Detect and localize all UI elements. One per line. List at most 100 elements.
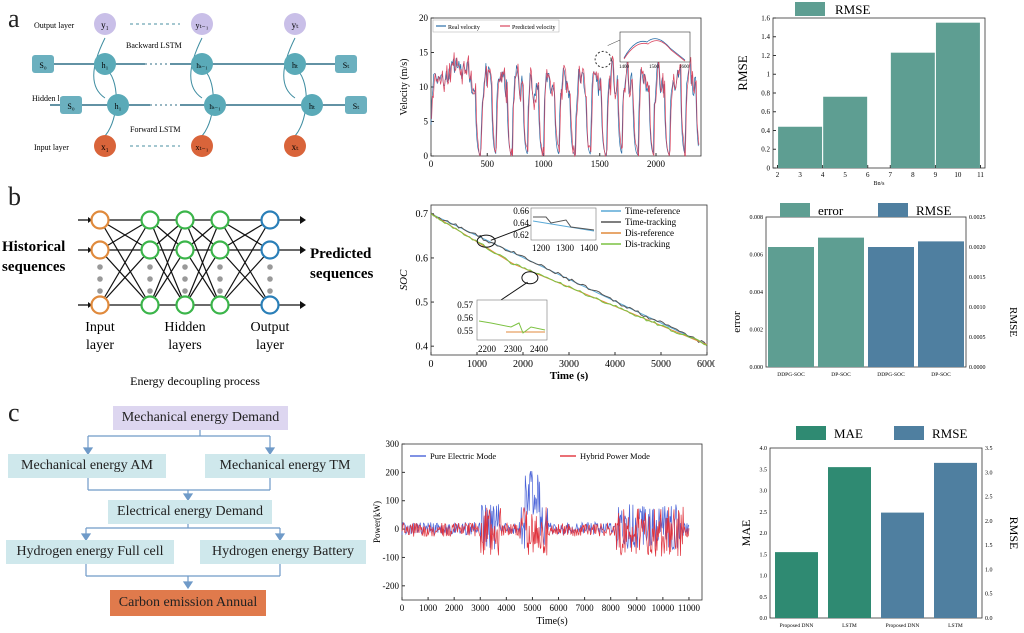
velocity-inset-real — [623, 38, 686, 61]
mae-legend-label: RMSE — [932, 426, 967, 441]
error-x-tick-label: DP-SOC — [931, 372, 951, 378]
soc-y-label: SOC — [398, 269, 410, 290]
velocity-series-predicted — [431, 52, 700, 158]
power-y-label: Power(kW) — [372, 501, 382, 543]
nn-edge — [184, 219, 221, 306]
power-frame — [401, 443, 703, 601]
error-legend-label: error — [818, 203, 844, 218]
mechanical-demand-box: Mechanical energy Demand — [113, 406, 288, 430]
soc-x-tick-label: 0 — [429, 359, 434, 370]
rmse-bp-bar — [890, 52, 935, 168]
error-bar — [768, 247, 814, 367]
power-y-tick-label: 0 — [395, 524, 400, 534]
mae-bar — [881, 512, 924, 618]
power-x-tick-label: 6000 — [550, 603, 569, 613]
mae-rmse-chart: 0.0 0.5 1.0 1.5 2.0 2.5 3.0 3.5 4.0 0.0 0.5 1.0 1.5 2… — [739, 426, 1021, 629]
mae-frame — [769, 447, 983, 619]
carbon-emission-box: Carbon emission Annual — [110, 590, 266, 616]
mae-y2-tick-label: 2.5 — [985, 495, 993, 501]
nn-node — [140, 295, 160, 315]
power-x-tick-label: 8000 — [602, 603, 621, 613]
error-y2-tick-label: 0.0025 — [969, 215, 986, 221]
output-layer-line2: layer — [256, 338, 284, 353]
soc-inset-2-y-tick-label: 0.55 — [457, 326, 473, 336]
velocity-legend — [432, 19, 560, 33]
soc-x-tick-label: 6000 — [697, 359, 715, 370]
soc-zoom-arrow-1 — [490, 224, 532, 241]
backward-start-state — [32, 55, 54, 73]
nn-node — [90, 295, 110, 315]
nn-edge — [219, 219, 271, 306]
energy-flow-diagram: Mechanical energy Demand Mechanical ener… — [0, 400, 380, 630]
rmse-bp-chart: 2 3 4 5 6 7 8 9 10 11 0 0.2 0.4 0.6 0.8 1 1.2 1.4 1.6 RMSE B… — [735, 2, 986, 185]
power-y-tick-label: 200 — [386, 467, 400, 477]
soc-legend-label: Time-tracking — [625, 217, 677, 227]
nn-edge — [149, 249, 186, 306]
mae-y-label: MAE — [739, 520, 753, 547]
nn-ellipsis-dot — [267, 288, 273, 294]
power-y-tick-label: 100 — [386, 496, 400, 506]
velocity-legend-label: Predicted velocity — [512, 25, 556, 31]
rmse-bp-y-tick-label: 0.2 — [761, 146, 770, 154]
power-x-tick-label: 4000 — [497, 603, 516, 613]
soc-inset-1-x-tick-label: 1200 — [532, 243, 551, 253]
mae-y2-label: RMSE — [1007, 517, 1021, 550]
nn-ellipsis-dot — [217, 288, 223, 294]
predicted-label-line1: Predicted — [310, 246, 372, 262]
error-frame — [765, 216, 967, 368]
flow-arrows — [80, 429, 286, 590]
rmse-bp-x-tick-label: 11 — [977, 171, 984, 179]
backward-node-3-label: hₜ — [292, 61, 298, 70]
soc-zoom-ellipse-2 — [521, 271, 539, 285]
error-y2-tick-label: 0.0015 — [969, 275, 986, 281]
backward-node-2-label: hₜ₋₁ — [196, 62, 207, 70]
nn-caption: Energy decoupling process — [130, 374, 260, 388]
error-bar — [868, 247, 914, 367]
error-y-tick-label: 0.008 — [750, 215, 764, 221]
error-y-tick-label: 0.004 — [750, 290, 764, 296]
mae-y2-tick-label: 0.5 — [985, 592, 993, 598]
error-bar — [918, 241, 964, 367]
input-node-1-label: x₁ — [101, 142, 109, 152]
panel-label-a: a — [8, 4, 20, 33]
mae-y-tick-label: 1.0 — [760, 574, 768, 580]
velocity-y-label: Velocity (m/s) — [399, 59, 410, 116]
mae-y-tick-label: 1.5 — [760, 552, 768, 558]
output-node-1-label: y₁ — [101, 20, 109, 30]
rmse-bp-y-tick-label: 0.4 — [761, 127, 770, 135]
panel-label-b: b — [8, 182, 21, 211]
mae-legend-swatch — [796, 426, 826, 440]
soc-x-tick-label: 4000 — [605, 359, 625, 370]
rmse-bp-x-tick-label: 8 — [911, 171, 915, 179]
mae-y2-tick-label: 1.0 — [985, 567, 993, 573]
input-layer-label: Input layer — [34, 143, 69, 152]
nn-node — [260, 295, 280, 315]
nn-ellipsis-dot — [147, 288, 153, 294]
historical-label-line1: Historical — [2, 239, 65, 255]
velocity-y-tick-label: 0 — [424, 151, 429, 161]
historical-label-line2: sequences — [2, 259, 65, 275]
rmse-bp-y-tick-label: 1.2 — [761, 52, 770, 60]
soc-inset-1-track — [533, 216, 595, 231]
rmse-bp-bar — [778, 126, 823, 168]
input-node-3-label: xₜ — [292, 142, 300, 152]
nn-ellipsis-dot — [147, 264, 153, 270]
mae-x-tick-label: LSTM — [842, 623, 857, 629]
error-bar — [818, 237, 864, 367]
lstm-diagram: Output layer Hidden layer Input layer Ba… — [32, 13, 367, 157]
velocity-zoom-circle — [594, 50, 612, 68]
electrical-demand-box: Electrical energy Demand — [108, 500, 272, 524]
error-y2-tick-label: 0.0010 — [969, 305, 986, 311]
mae-y2-tick-label: 3.5 — [985, 446, 993, 452]
mae-y-tick-label: 2.0 — [760, 531, 768, 537]
nn-edge — [99, 219, 151, 306]
mae-y-tick-label: 2.5 — [760, 510, 768, 516]
nn-node — [175, 295, 195, 315]
mae-x-tick-label: Proposed DNN — [886, 623, 920, 629]
lstm-column-3: yₜ hₜ hₜ xₜ — [283, 13, 323, 157]
nn-edge — [184, 249, 221, 306]
velocity-inset-x-tick-label: 1600 — [679, 65, 690, 70]
soc-inset-1-ref — [532, 220, 595, 232]
mae-legend-label: MAE — [834, 426, 863, 441]
nn-edge — [219, 249, 271, 306]
